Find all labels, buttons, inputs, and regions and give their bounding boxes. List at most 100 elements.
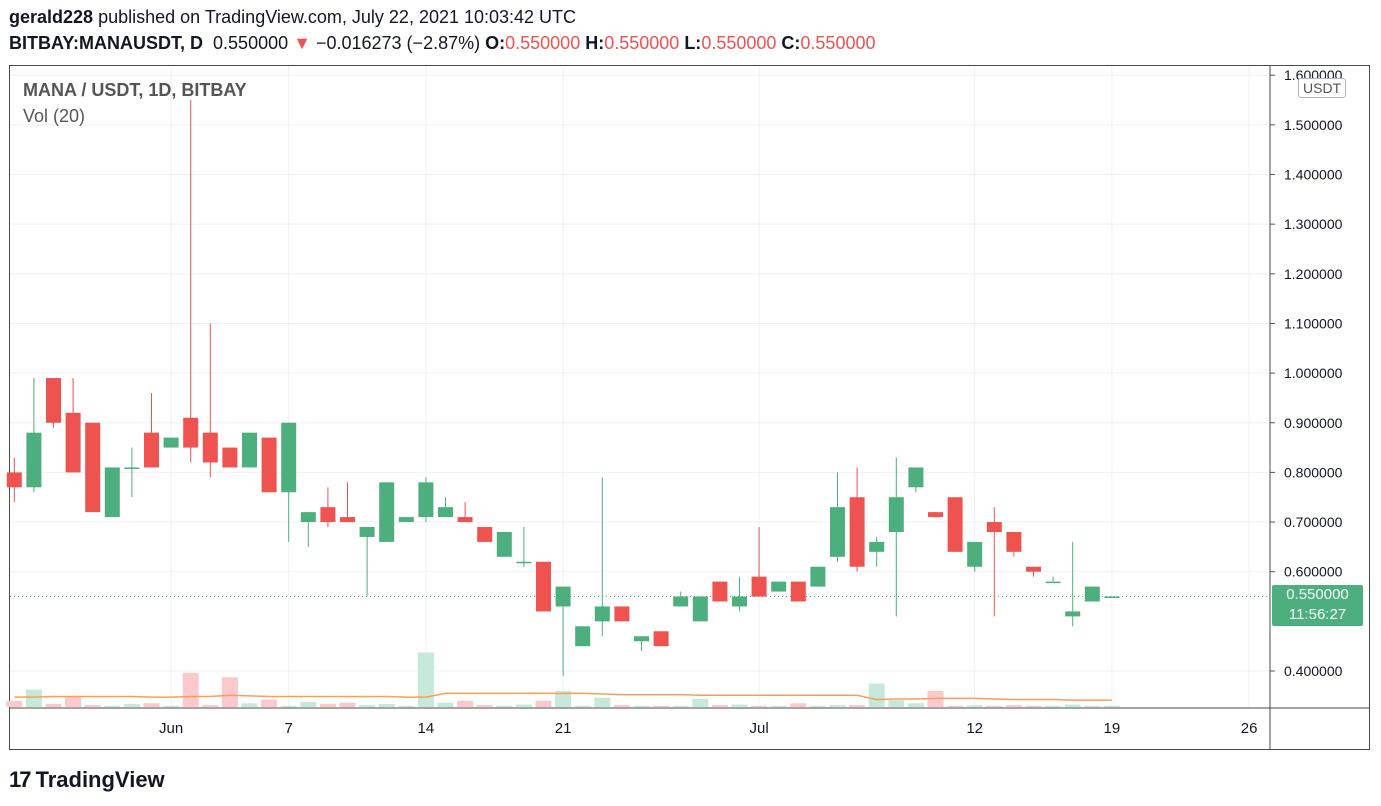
last-price-tag: 0.550000 11:56:27 [1272, 585, 1363, 626]
bar-countdown: 11:56:27 [1288, 606, 1347, 623]
candle-body [1065, 611, 1081, 617]
tradingview-logo[interactable]: 17 TradingView [9, 767, 165, 793]
candle-body [418, 482, 434, 518]
last-price: 0.550000 [213, 33, 289, 53]
volume-bar [378, 703, 395, 707]
ohlc-header: BITBAY:MANAUSDT, D 0.550000 ▼ −0.016273 … [9, 33, 875, 54]
author-name[interactable]: gerald228 [9, 7, 94, 27]
candle-body [124, 467, 140, 469]
y-tick-label: 0.700000 [1284, 514, 1343, 530]
y-tick-label: 0.400000 [1284, 663, 1343, 679]
candle-body [849, 497, 865, 567]
volume-bar [966, 705, 983, 707]
candle-body [496, 531, 512, 557]
candle-body [751, 576, 767, 597]
candle-body [790, 581, 806, 602]
close-value: 0.550000 [800, 33, 876, 53]
volume-bar [613, 705, 630, 707]
x-tick-label: 19 [1104, 720, 1121, 737]
candle-body [947, 497, 963, 552]
candle-body [438, 507, 453, 518]
volume-bar [202, 705, 219, 707]
y-tick-label: 0.900000 [1284, 415, 1343, 431]
volume-bar [672, 705, 689, 707]
candle-body [830, 507, 845, 557]
volume-bar [221, 677, 238, 707]
volume-bar [123, 703, 140, 707]
open-label: O: [485, 33, 506, 53]
candle-body [65, 412, 81, 473]
volume-bar [1045, 705, 1062, 707]
candle-body [673, 596, 689, 607]
volume-bar [182, 672, 199, 707]
volume-bar [25, 689, 42, 707]
last-price-tag-value: 0.550000 [1286, 586, 1349, 603]
x-tick-label: 7 [285, 720, 293, 737]
volume-bar [163, 705, 180, 707]
volume-bar [711, 705, 728, 707]
candle-body [967, 541, 983, 567]
candle-body [398, 517, 414, 523]
candle-body [300, 512, 316, 523]
volume-bar [45, 703, 62, 707]
volume-bar [300, 702, 317, 707]
volume-ma-line [14, 692, 1112, 701]
y-tick-label: 1.300000 [1284, 216, 1343, 232]
volume-bar [6, 700, 23, 707]
volume-bar [1064, 704, 1081, 707]
candle-body [340, 517, 355, 523]
candle-body [908, 467, 924, 488]
volume-bar [1103, 705, 1120, 707]
candle-body [810, 566, 826, 587]
volume-bar [241, 703, 258, 707]
candle-body [242, 432, 257, 468]
low-value: 0.550000 [701, 33, 777, 53]
volume-bar [535, 700, 552, 707]
candle-body [771, 581, 787, 592]
volume-bar [692, 698, 709, 707]
series-legend[interactable]: MANA / USDT, 1D, BITBAY [23, 80, 247, 100]
volume-bar [653, 705, 670, 707]
candle-body [986, 522, 1002, 532]
volume-bar [809, 705, 826, 707]
y-tick-label: 1.200000 [1284, 266, 1343, 282]
open-value: 0.550000 [505, 33, 581, 53]
candle-body [85, 422, 101, 513]
candle-body [6, 472, 22, 488]
volume-bar [770, 705, 787, 707]
candle-body [594, 606, 610, 622]
candle-body [555, 586, 571, 607]
volume-bar [947, 705, 964, 707]
candle-body [104, 467, 120, 518]
candle-body [614, 606, 630, 622]
y-tick-label: 0.600000 [1284, 564, 1343, 580]
tradingview-logo-text: TradingView [35, 767, 165, 792]
candle-body [222, 447, 238, 468]
volume-bar [84, 705, 101, 707]
candle-body [869, 541, 885, 552]
currency-badge[interactable]: USDT [1298, 78, 1347, 98]
candle-body [379, 482, 395, 542]
volume-legend[interactable]: Vol (20) [23, 106, 86, 126]
volume-bar [868, 683, 885, 707]
candle-body [1104, 596, 1120, 599]
volume-bar [261, 699, 278, 707]
volume-bar [457, 700, 474, 707]
x-tick-label: Jul [750, 720, 769, 737]
volume-bar [790, 703, 807, 707]
symbol-label: BITBAY:MANAUSDT, D [9, 33, 204, 53]
x-tick-label: 14 [418, 720, 435, 737]
candle-body [144, 432, 159, 468]
volume-bar [437, 702, 454, 707]
candle-body [457, 517, 473, 523]
volume-bar [143, 703, 160, 707]
y-tick-label: 1.100000 [1284, 315, 1343, 331]
volume-bar [829, 705, 846, 707]
volume-bar [280, 705, 297, 707]
volume-bar [888, 700, 905, 707]
x-tick-label: 26 [1241, 720, 1258, 737]
volume-bar [496, 705, 513, 707]
x-tick-label: Jun [159, 720, 183, 737]
candle-body [712, 581, 728, 602]
